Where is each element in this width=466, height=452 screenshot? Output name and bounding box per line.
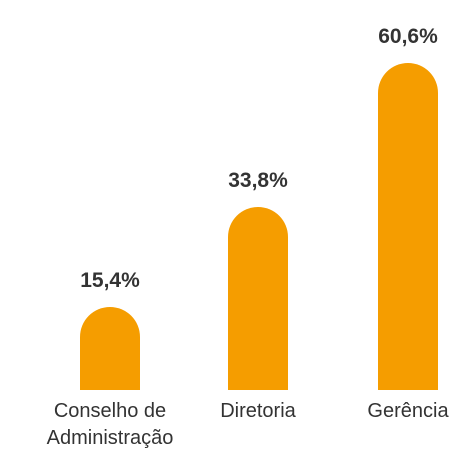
bar	[80, 306, 140, 390]
category-label: Diretoria	[220, 400, 296, 422]
bar	[378, 62, 438, 390]
value-label: 15,4%	[80, 268, 140, 292]
value-label: 33,8%	[228, 169, 288, 193]
bar	[228, 207, 288, 390]
category-label: Conselho de Administração	[46, 400, 174, 449]
value-label: 60,6%	[378, 24, 438, 48]
category-label: Gerência	[367, 400, 449, 422]
